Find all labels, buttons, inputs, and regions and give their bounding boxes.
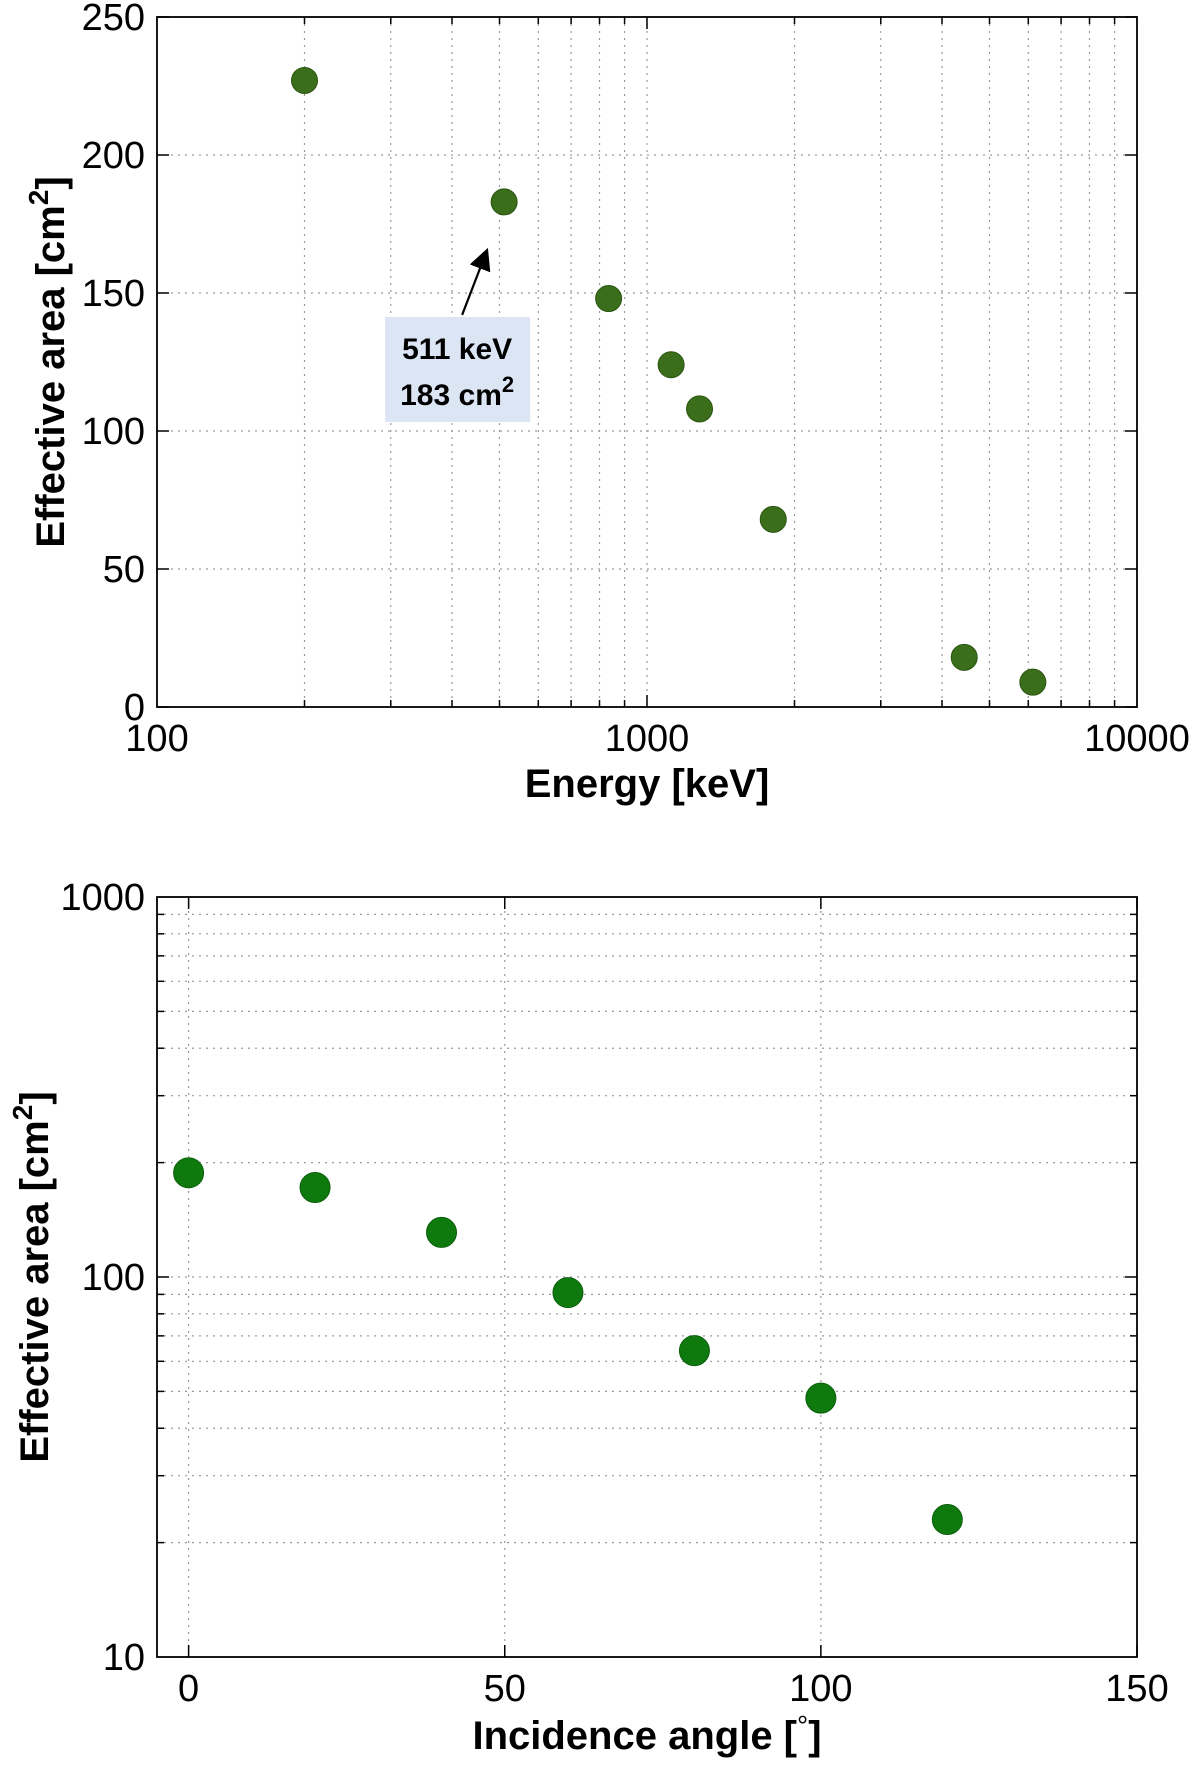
data-point — [678, 1335, 710, 1367]
y-tick-label-100: 100 — [82, 1257, 145, 1299]
y-axis-label: Effective area [cm2] — [23, 176, 73, 547]
x-axis-label-text: Incidence angle [ — [472, 1714, 797, 1758]
y-tick-label-0: 0 — [124, 687, 145, 729]
y-axis-label-close: ] — [13, 1091, 57, 1104]
x-tick-label-100: 100 — [125, 718, 188, 760]
annotation-arrow — [461, 247, 491, 316]
data-point — [552, 1277, 584, 1309]
annotation-area-text: 183 cm2 — [400, 372, 514, 412]
energy-chart-points — [291, 66, 1047, 696]
energy-chart-tick-marks — [157, 16, 1137, 708]
y-axis-label-text: Effective area [cm — [29, 205, 73, 547]
data-point — [173, 1157, 205, 1189]
data-point — [1019, 668, 1047, 696]
annotation-511kev: 511 keV 183 cm2 — [385, 247, 531, 422]
data-point — [657, 351, 685, 379]
y-tick-label-150: 150 — [82, 273, 145, 315]
x-axis-label-close: ] — [808, 1714, 821, 1758]
data-point — [805, 1382, 837, 1414]
data-point — [950, 643, 978, 671]
y-tick-label-100: 100 — [82, 411, 145, 453]
x-axis-label-degree: ° — [797, 1710, 808, 1741]
x-axis-label: Energy [keV] — [525, 762, 770, 806]
x-axis-label: Incidence angle [°] — [472, 1710, 821, 1758]
x-tick-label-1000: 1000 — [605, 718, 690, 760]
x-tick-label-0: 0 — [178, 1668, 199, 1710]
data-point — [595, 285, 623, 313]
y-axis-label-close: ] — [29, 176, 73, 189]
data-point — [291, 66, 319, 94]
x-tick-label-10000: 10000 — [1084, 718, 1190, 760]
y-axis-label: Effective area [cm2] — [7, 1091, 57, 1462]
annotation-box — [385, 316, 531, 422]
data-point — [299, 1171, 331, 1203]
y-axis-label-superscript: 2 — [7, 1105, 38, 1121]
angle-chart-grid — [157, 897, 1137, 1657]
data-point — [426, 1216, 458, 1248]
y-tick-label-10: 10 — [103, 1637, 145, 1679]
data-point — [931, 1504, 963, 1536]
energy-chart-grid — [157, 17, 1137, 707]
x-tick-label-100: 100 — [789, 1668, 852, 1710]
x-tick-label-150: 150 — [1105, 1668, 1168, 1710]
angle-chart: 10 100 1000 0 50 100 150 Incidence angle… — [7, 877, 1169, 1758]
angle-chart-tick-marks — [157, 897, 1138, 1657]
annotation-energy-text: 511 keV — [402, 333, 512, 366]
y-tick-label-1000: 1000 — [60, 877, 145, 919]
energy-chart: 0 50 100 150 200 250 100 1000 10000 Ener… — [23, 0, 1190, 806]
y-axis-label-text: Effective area [cm — [13, 1120, 57, 1462]
data-point — [686, 395, 714, 423]
annotation-area-value: 183 cm — [400, 379, 502, 412]
angle-chart-points — [173, 1157, 963, 1536]
data-point — [759, 505, 787, 533]
y-tick-label-200: 200 — [82, 135, 145, 177]
y-tick-label-50: 50 — [103, 549, 145, 591]
data-point — [490, 188, 518, 216]
annotation-area-superscript: 2 — [502, 372, 514, 397]
x-tick-label-50: 50 — [484, 1668, 526, 1710]
y-tick-label-250: 250 — [82, 0, 145, 39]
y-axis-label-superscript: 2 — [23, 190, 54, 206]
